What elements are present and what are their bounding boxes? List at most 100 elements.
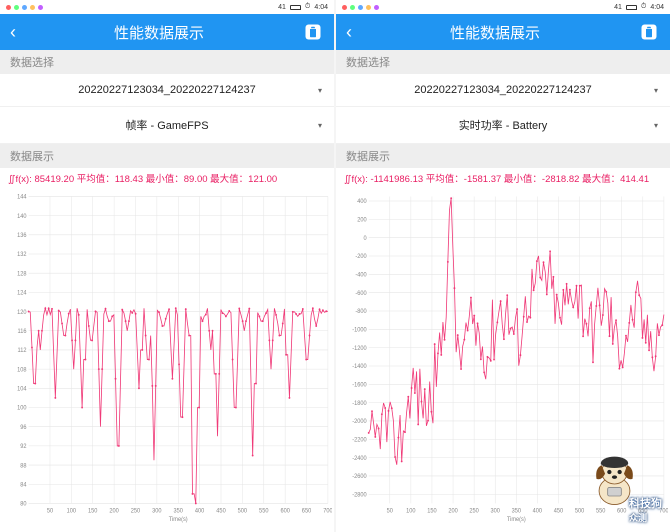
svg-text:50: 50 [47,508,54,514]
svg-text:104: 104 [17,387,27,393]
svg-text:250: 250 [131,508,141,514]
svg-text:100: 100 [17,406,27,412]
svg-text:600: 600 [617,508,627,514]
svg-text:80: 80 [20,502,27,508]
svg-text:120: 120 [17,310,27,316]
svg-text:-600: -600 [355,291,367,297]
trash-icon [640,23,658,41]
delete-button[interactable] [638,21,660,43]
dataset-dropdown[interactable]: 20220227123034_20220227124237 ▾ [0,74,334,107]
svg-text:650: 650 [302,508,312,514]
svg-text:-1200: -1200 [352,346,367,352]
clock-icon: ⏱ [641,3,646,11]
status-time: 4:04 [650,4,664,11]
svg-text:100: 100 [406,508,416,514]
svg-text:450: 450 [216,508,226,514]
metric-dropdown[interactable]: 帧率 - GameFPS ▾ [0,107,334,144]
svg-text:-2000: -2000 [352,419,367,425]
svg-text:140: 140 [17,214,27,220]
svg-text:-200: -200 [355,254,367,260]
svg-text:-1000: -1000 [352,328,367,334]
svg-text:150: 150 [88,508,98,514]
svg-text:50: 50 [387,508,394,514]
svg-text:200: 200 [357,218,367,224]
stats-summary: ∬f(x): 85419.20 平均值：118.43 最小值：89.00 最大值… [0,168,334,188]
section-data-select: 数据选择 [336,50,670,74]
svg-text:550: 550 [596,508,606,514]
svg-text:136: 136 [17,233,27,239]
status-time: 4:04 [314,4,328,11]
svg-text:-400: -400 [355,273,367,279]
section-data-display: 数据展示 [0,144,334,168]
metric-dropdown[interactable]: 实时功率 - Battery ▾ [336,107,670,144]
chevron-down-icon: ▾ [318,121,322,130]
status-bar: 41 ⏱ 4:04 [0,0,334,14]
svg-text:200: 200 [109,508,119,514]
battery-pct: 41 [278,4,286,11]
svg-text:400: 400 [195,508,205,514]
svg-text:Time(s): Time(s) [507,517,526,523]
svg-text:100: 100 [67,508,77,514]
svg-text:200: 200 [448,508,458,514]
chevron-down-icon: ▾ [318,86,322,95]
svg-text:-2200: -2200 [352,438,367,444]
section-data-select: 数据选择 [0,50,334,74]
status-right: 41 ⏱ 4:04 [614,3,664,11]
dataset-dropdown[interactable]: 20220227123034_20220227124237 ▾ [336,74,670,107]
svg-text:88: 88 [20,463,27,469]
svg-text:450: 450 [554,508,564,514]
dataset-value: 20220227123034_20220227124237 [78,84,255,96]
svg-text:-1800: -1800 [352,401,367,407]
svg-text:700: 700 [323,508,332,514]
svg-text:144: 144 [17,195,27,201]
svg-text:112: 112 [18,348,27,354]
svg-text:500: 500 [575,508,585,514]
svg-text:300: 300 [491,508,501,514]
chart-area: 8084889296100104108112116120124128132136… [0,188,334,532]
chevron-down-icon: ▾ [654,121,658,130]
back-button[interactable]: ‹ [10,22,16,43]
trash-icon [304,23,322,41]
svg-text:-2600: -2600 [352,474,367,480]
svg-text:500: 500 [238,508,248,514]
svg-text:108: 108 [17,368,27,374]
chevron-down-icon: ▾ [654,86,658,95]
page-title: 性能数据展示 [114,22,204,43]
phone-left: 41 ⏱ 4:04 ‹ 性能数据展示 数据选择 20220227123034_2… [0,0,334,532]
svg-text:150: 150 [427,508,437,514]
status-bar: 41 ⏱ 4:04 [336,0,670,14]
svg-text:350: 350 [174,508,184,514]
svg-text:92: 92 [20,444,26,450]
svg-text:350: 350 [512,508,522,514]
clock-icon: ⏱ [305,3,310,11]
status-dots [342,5,379,10]
svg-text:-800: -800 [355,309,367,315]
delete-button[interactable] [302,21,324,43]
status-dots [6,5,43,10]
svg-text:-1400: -1400 [352,364,367,370]
section-data-display: 数据展示 [336,144,670,168]
svg-text:0: 0 [364,236,368,242]
svg-text:550: 550 [259,508,269,514]
stats-summary: ∬f(x): -1141986.13 平均值：-1581.37 最小值：-281… [336,168,670,188]
battery-icon [626,5,637,10]
svg-text:84: 84 [20,483,27,489]
page-title: 性能数据展示 [450,22,540,43]
status-right: 41 ⏱ 4:04 [278,3,328,11]
svg-text:600: 600 [280,508,290,514]
svg-text:124: 124 [17,291,27,297]
back-button[interactable]: ‹ [346,22,352,43]
svg-text:-2400: -2400 [352,456,367,462]
svg-text:400: 400 [357,199,367,205]
app-header: ‹ 性能数据展示 [0,14,334,50]
metric-value: 实时功率 - Battery [459,117,548,133]
app-header: ‹ 性能数据展示 [336,14,670,50]
svg-text:250: 250 [469,508,479,514]
svg-text:300: 300 [152,508,162,514]
metric-value: 帧率 - GameFPS [125,117,208,133]
svg-text:128: 128 [17,272,27,278]
svg-text:Time(s): Time(s) [169,517,188,523]
svg-text:-2800: -2800 [352,493,367,499]
svg-text:400: 400 [533,508,543,514]
svg-text:96: 96 [20,425,27,431]
